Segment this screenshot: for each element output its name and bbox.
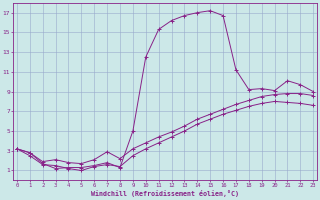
X-axis label: Windchill (Refroidissement éolien,°C): Windchill (Refroidissement éolien,°C) (91, 190, 239, 197)
